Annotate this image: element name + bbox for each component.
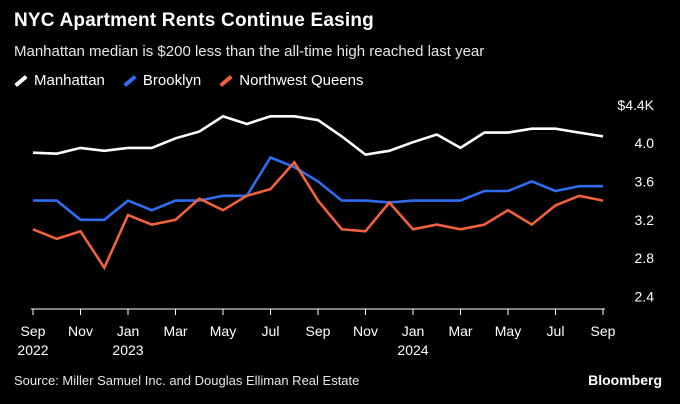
x-tick-label-month: Sep (21, 323, 46, 339)
x-tick-label-month: May (210, 323, 236, 339)
x-tick-label-month: Jan (402, 323, 425, 339)
chart-legend: Manhattan Brooklyn Northwest Queens (14, 72, 363, 89)
y-tick-label: $4.4K (617, 97, 654, 113)
legend-item-brooklyn: Brooklyn (123, 72, 201, 89)
legend-label-manhattan: Manhattan (34, 72, 105, 89)
northwest-queens-line (32, 160, 604, 271)
x-tick-label-year: 2022 (17, 342, 48, 358)
legend-label-northwest-queens: Northwest Queens (239, 72, 364, 89)
y-tick-label: 4.0 (635, 135, 655, 151)
chart-title: NYC Apartment Rents Continue Easing (14, 10, 374, 31)
source-note: Source: Miller Samuel Inc. and Douglas E… (14, 373, 360, 388)
x-tick-label-month: Sep (306, 323, 331, 339)
legend-label-brooklyn: Brooklyn (142, 72, 202, 89)
x-tick-label-month: May (495, 323, 521, 339)
x-tick-label-month: Sep (591, 323, 616, 339)
y-tick-label: 2.4 (635, 288, 655, 304)
legend-item-manhattan: Manhattan (14, 72, 105, 89)
bloomberg-logo: Bloomberg (588, 372, 662, 388)
brooklyn-line (33, 155, 603, 222)
x-tick-label-month: Nov (68, 323, 93, 339)
x-tick-label-month: Jan (117, 323, 140, 339)
x-tick-label-month: Nov (353, 323, 378, 339)
x-tick-label-month: Mar (448, 323, 472, 339)
legend-item-northwest-queens: Northwest Queens (219, 72, 363, 89)
x-tick-label-month: Mar (163, 323, 187, 339)
x-tick-label-year: 2024 (397, 342, 428, 358)
x-tick-label-month: Jul (547, 323, 565, 339)
y-tick-label: 3.6 (635, 173, 655, 189)
manhattan-line (32, 114, 604, 156)
y-tick-label: 2.8 (635, 250, 655, 266)
x-tick-label-year: 2023 (112, 342, 143, 358)
chart-subtitle: Manhattan median is $200 less than the a… (14, 43, 485, 60)
x-tick-label-month: Jul (262, 323, 280, 339)
y-tick-label: 3.2 (635, 212, 655, 228)
